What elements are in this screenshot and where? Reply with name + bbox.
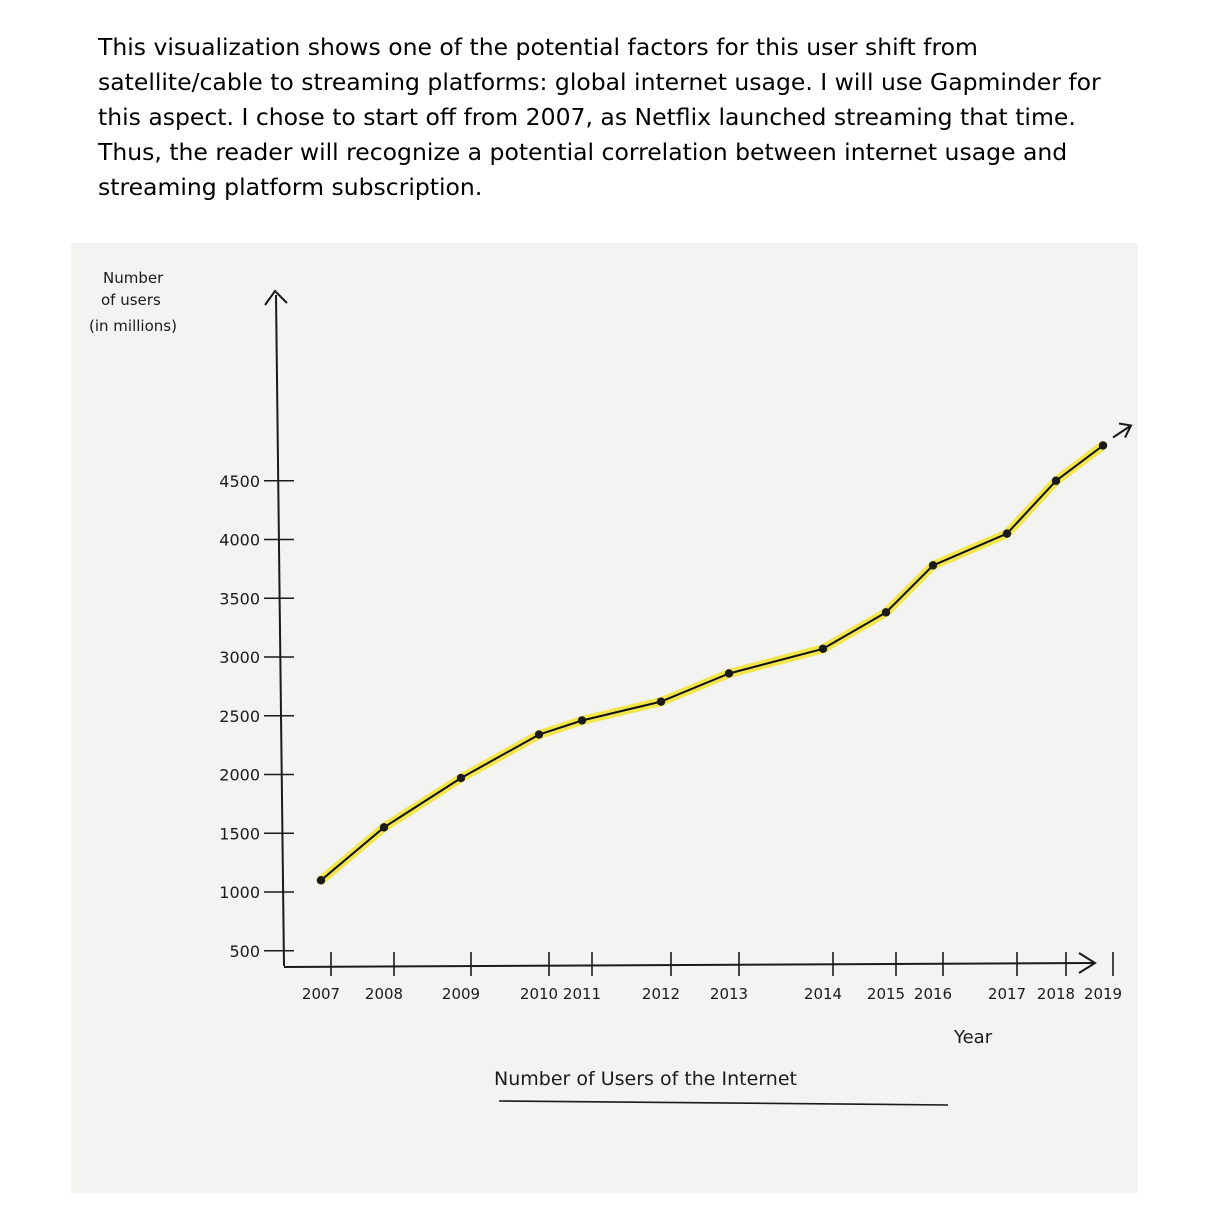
x-tick-label: 2017 [988, 985, 1026, 1003]
x-tick-label: 2014 [804, 985, 842, 1003]
y-axis-label-line-3: (in millions) [89, 317, 177, 335]
x-tick-label: 2016 [914, 985, 952, 1003]
x-tick-label: 2007 [302, 985, 340, 1003]
y-tick-label: 1500 [219, 824, 260, 843]
x-axis-arrow [1078, 952, 1097, 974]
chart-paper: 4500 4000 3500 3000 2500 2000 1500 1000 500 2007… [71, 243, 1138, 1193]
y-tick-label: 2500 [219, 707, 260, 726]
axis-labels: Number of users (in millions) Year Numbe… [89, 269, 993, 1106]
chart-title-underline [498, 1100, 949, 1106]
y-ticks: 4500 4000 3500 3000 2500 2000 1500 1000 500 [219, 472, 294, 961]
line-chart: 4500 4000 3500 3000 2500 2000 1500 1000 500 2007… [89, 269, 1133, 1106]
data-point [577, 716, 587, 725]
data-point [928, 561, 938, 570]
x-tick-label: 2008 [365, 985, 403, 1003]
intro-paragraph: This visualization shows one of the pote… [98, 33, 1101, 201]
data-point [818, 644, 828, 653]
x-ticks: 2007 2008 2009 2010 2011 2012 2013 2014 2015 2016… [302, 952, 1122, 1003]
data-point [881, 608, 891, 617]
series-arrow [1112, 422, 1133, 439]
data-point [656, 697, 666, 706]
x-tick-label: 2009 [442, 985, 480, 1003]
y-tick-label: 2000 [219, 766, 260, 785]
series-highlight [316, 441, 1108, 885]
y-tick-label: 3000 [219, 648, 260, 667]
y-tick-label: 1000 [219, 883, 260, 902]
x-tick-label: 2019 [1084, 985, 1122, 1003]
data-point [456, 773, 466, 783]
x-tick-label: 2018 [1037, 985, 1075, 1003]
y-tick-label: 4500 [219, 472, 260, 491]
axes [264, 289, 1097, 974]
x-tick-label: 2011 [563, 985, 601, 1003]
x-tick-label: 2013 [710, 985, 748, 1003]
series-line [320, 444, 1104, 882]
y-axis-arrow [264, 289, 288, 306]
y-tick-label: 4000 [219, 531, 260, 550]
y-tick-label: 500 [229, 942, 260, 961]
data-point [724, 669, 734, 678]
y-axis [275, 294, 285, 967]
y-axis-label-line-1: Number [103, 269, 164, 287]
x-axis-label: Year [953, 1027, 993, 1048]
series-layer [316, 422, 1133, 885]
data-point [534, 730, 544, 739]
data-point [1098, 441, 1108, 450]
y-axis-label-line-2: of users [101, 291, 161, 309]
chart-title: Number of Users of the Internet [494, 1068, 797, 1090]
data-point [379, 823, 389, 832]
x-tick-label: 2012 [642, 985, 680, 1003]
x-tick-label: 2015 [867, 985, 905, 1003]
data-point [1002, 529, 1012, 538]
data-point [1051, 476, 1061, 485]
x-axis [283, 962, 1094, 968]
y-tick-label: 3500 [219, 589, 260, 608]
x-tick-label: 2010 [520, 985, 558, 1003]
data-point [316, 876, 326, 885]
